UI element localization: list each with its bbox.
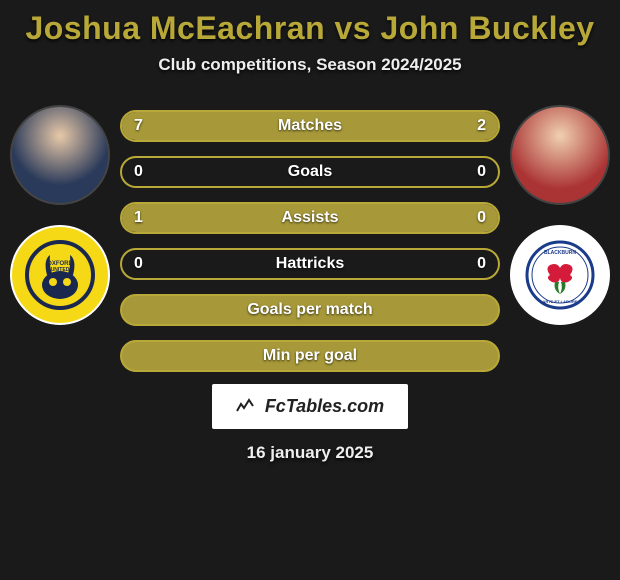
brand-box: FcTables.com (212, 384, 408, 429)
svg-text:BLACKBURN: BLACKBURN (544, 250, 576, 256)
stat-bar: 0 0 Goals (120, 156, 500, 188)
bar-label: Goals per match (247, 301, 372, 319)
bar-value-right: 0 (477, 163, 486, 181)
stat-bar: Min per goal (120, 340, 500, 372)
left-column: OXFORD UNITED (10, 105, 110, 325)
svg-text:ARTE ET LABORE: ARTE ET LABORE (542, 299, 577, 304)
bar-value-left: 0 (134, 255, 143, 273)
brand-icon (236, 396, 259, 416)
bar-value-right: 0 (477, 209, 486, 227)
date-label: 16 january 2025 (0, 443, 620, 463)
footer: FcTables.com 16 january 2025 (0, 384, 620, 463)
bar-value-right: 0 (477, 255, 486, 273)
player1-avatar (10, 105, 110, 205)
bar-label: Hattricks (276, 255, 344, 273)
oxford-badge-icon: OXFORD UNITED (25, 240, 95, 310)
stat-bars: 7 2 Matches 0 0 Goals 1 0 Assists 0 0 Hattricks Goal… (120, 105, 500, 372)
subtitle: Club competitions, Season 2024/2025 (0, 55, 620, 75)
bar-label: Min per goal (263, 347, 357, 365)
bar-value-left: 0 (134, 163, 143, 181)
player2-avatar (510, 105, 610, 205)
stat-bar: 1 0 Assists (120, 202, 500, 234)
blackburn-badge-icon: BLACKBURN ARTE ET LABORE (525, 240, 595, 310)
stat-bar: 0 0 Hattricks (120, 248, 500, 280)
right-column: BLACKBURN ARTE ET LABORE (510, 105, 610, 325)
page-title: Joshua McEachran vs John Buckley (0, 10, 620, 47)
player1-club-badge: OXFORD UNITED (10, 225, 110, 325)
comparison-card: Joshua McEachran vs John Buckley Club co… (0, 0, 620, 463)
main-row: OXFORD UNITED 7 2 Matches 0 0 Goals 1 0 Assists 0… (0, 105, 620, 372)
bar-value-left: 1 (134, 209, 143, 227)
bar-label: Goals (288, 163, 332, 181)
bar-value-left: 7 (134, 117, 143, 135)
bar-label: Matches (278, 117, 342, 135)
stat-bar: Goals per match (120, 294, 500, 326)
svg-text:UNITED: UNITED (51, 267, 70, 273)
bar-value-right: 2 (477, 117, 486, 135)
stat-bar: 7 2 Matches (120, 110, 500, 142)
player2-club-badge: BLACKBURN ARTE ET LABORE (510, 225, 610, 325)
brand-label: FcTables.com (265, 396, 384, 416)
bar-label: Assists (282, 209, 339, 227)
bar-fill-left (122, 112, 415, 140)
